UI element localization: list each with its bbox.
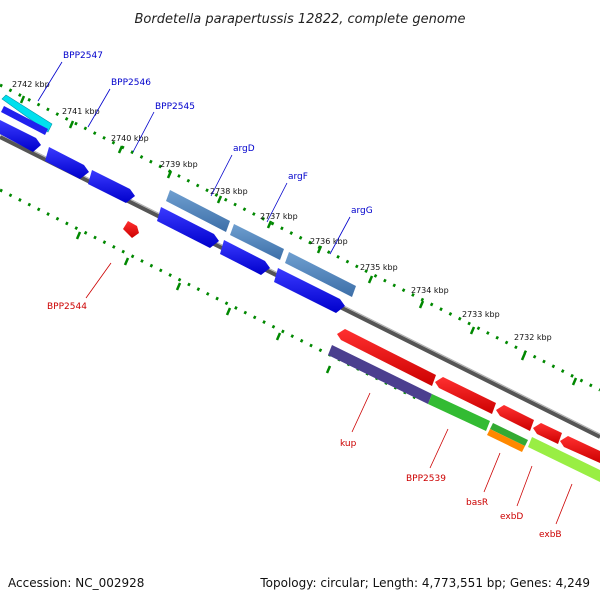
map-title: Bordetella parapertussis 12822, complete…	[135, 12, 466, 27]
kbp-label: 2739 kbp	[160, 160, 198, 169]
gene-arrow-basr	[490, 423, 528, 446]
gene-arrow-bpp2547	[1, 106, 48, 135]
gene-arrow-exbd	[487, 429, 525, 452]
gene-label-bpp2546: BPP2546	[111, 78, 151, 88]
kbp-labels: 2742 kbp 2741 kbp 2740 kbp 2739 kbp 2738…	[12, 80, 552, 342]
kbp-label: 2733 kbp	[462, 310, 500, 319]
kbp-label: 2737 kbp	[260, 212, 298, 221]
gene-arrow-argd	[166, 190, 230, 232]
gene-arrow-bpp2545-a	[45, 147, 89, 179]
gene-arrow-bpp2545-b	[88, 170, 135, 203]
kbp-label: 2736 kbp	[310, 237, 348, 246]
gene-arrow-red-5	[560, 436, 600, 463]
gene-arrow-argd-blue	[157, 207, 219, 248]
accession-label: Accession: NC_002928	[8, 576, 144, 590]
gene-arrow-bpp2546	[0, 120, 41, 152]
kbp-label: 2742 kbp	[12, 80, 50, 89]
gene-arrow-argf-blue	[220, 240, 270, 275]
forward-features	[0, 94, 356, 313]
gene-arrow-argg	[285, 252, 356, 297]
gene-arrow-red-3	[496, 405, 534, 431]
gene-arrow-red-2	[435, 377, 496, 414]
gene-arrow-kup	[328, 345, 432, 404]
gene-label-bpp2539: BPP2539	[406, 474, 446, 484]
gene-label-bpp2547: BPP2547	[63, 51, 103, 61]
gene-arrow-bpp2539	[428, 394, 490, 431]
reverse-gene-labels	[85, 262, 573, 525]
kbp-label: 2734 kbp	[411, 286, 449, 295]
gene-arrow-red-1	[337, 329, 436, 386]
gene-arrow-argg-blue	[274, 268, 345, 313]
gene-arrow-bpp2544	[123, 221, 139, 238]
gene-label-bpp2545: BPP2545	[155, 102, 195, 112]
gene-arrow-exbb	[528, 437, 600, 482]
gene-label-exbd: exbD	[500, 512, 523, 522]
forward-gene-labels	[37, 61, 351, 255]
kbp-label: 2738 kbp	[210, 187, 248, 196]
gene-label-argg: argG	[351, 206, 373, 216]
kbp-label: 2735 kbp	[360, 263, 398, 272]
gene-label-exbb: exbB	[539, 530, 562, 540]
gene-arrow-argf	[230, 224, 284, 260]
gene-arrow-red-4	[533, 423, 562, 444]
outer-tick-guide	[0, 83, 600, 392]
gene-label-argd: argD	[233, 144, 255, 154]
kbp-label: 2732 kbp	[514, 333, 552, 342]
gene-label-kup: kup	[340, 439, 357, 449]
topology-label: Topology: circular; Length: 4,773,551 bp…	[259, 576, 590, 590]
gene-label-basr: basR	[466, 498, 488, 508]
reverse-features	[123, 221, 600, 482]
gene-label-bpp2544: BPP2544	[47, 302, 87, 312]
kbp-label: 2740 kbp	[111, 134, 149, 143]
major-ticks	[19, 95, 578, 386]
kbp-label: 2741 kbp	[62, 107, 100, 116]
tick-guides	[0, 83, 600, 402]
gene-label-argf: argF	[288, 172, 308, 182]
